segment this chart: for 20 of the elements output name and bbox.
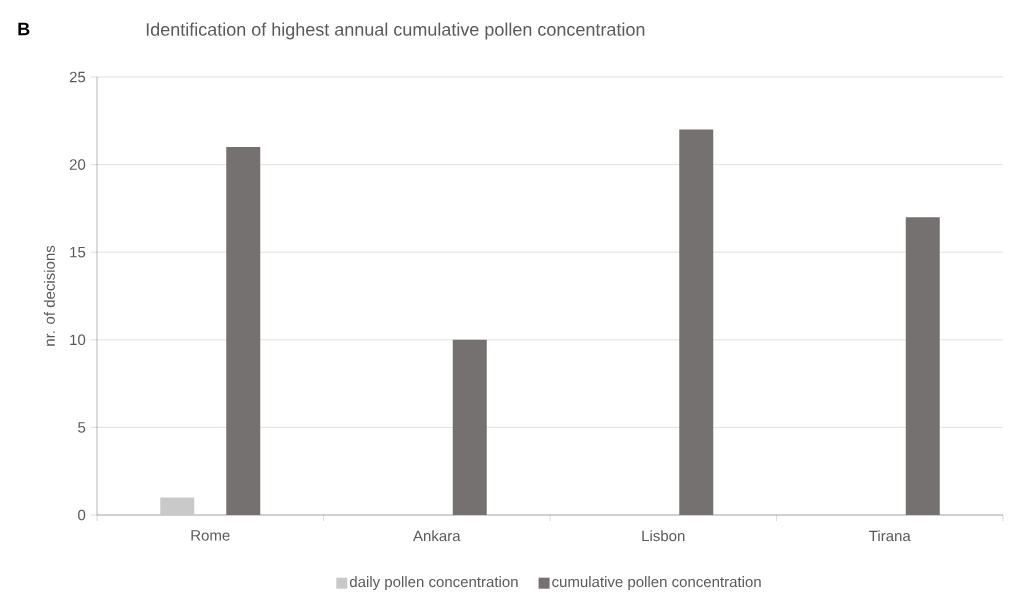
text: B xyxy=(18,22,30,36)
legend-label: cumulative pollen concentration xyxy=(552,576,761,591)
y-tick-label: 20 xyxy=(69,159,86,170)
x-tick-label: Tirana xyxy=(869,530,911,542)
bar xyxy=(160,497,195,515)
y-tick-label: 5 xyxy=(78,422,86,433)
y-tick-label: 15 xyxy=(70,246,86,258)
y-axis-title: nr. of decisions xyxy=(43,245,55,346)
bar xyxy=(679,129,714,515)
x-tick-label: Ankara xyxy=(413,530,461,542)
bar xyxy=(452,339,487,515)
bar xyxy=(905,217,940,515)
x-tick-label: Rome xyxy=(191,530,230,541)
legend-label: daily pollen concentration xyxy=(349,576,518,591)
y-tick-label: 10 xyxy=(70,334,86,346)
bar xyxy=(226,147,261,515)
chart-title: Identification of highest annual cumulative pollen concentration xyxy=(146,22,645,40)
x-tick-label: Lisbon xyxy=(642,530,685,542)
y-tick-label: 25 xyxy=(69,71,86,83)
y-tick-label: 0 xyxy=(78,509,86,521)
